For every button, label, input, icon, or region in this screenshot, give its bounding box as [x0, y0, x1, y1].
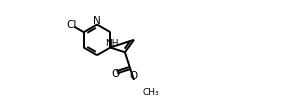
- Text: Cl: Cl: [66, 20, 76, 30]
- Text: CH₃: CH₃: [142, 88, 159, 96]
- Text: N: N: [93, 16, 101, 26]
- Text: O: O: [130, 71, 138, 81]
- Text: NH: NH: [105, 39, 119, 48]
- Text: O: O: [112, 69, 120, 79]
